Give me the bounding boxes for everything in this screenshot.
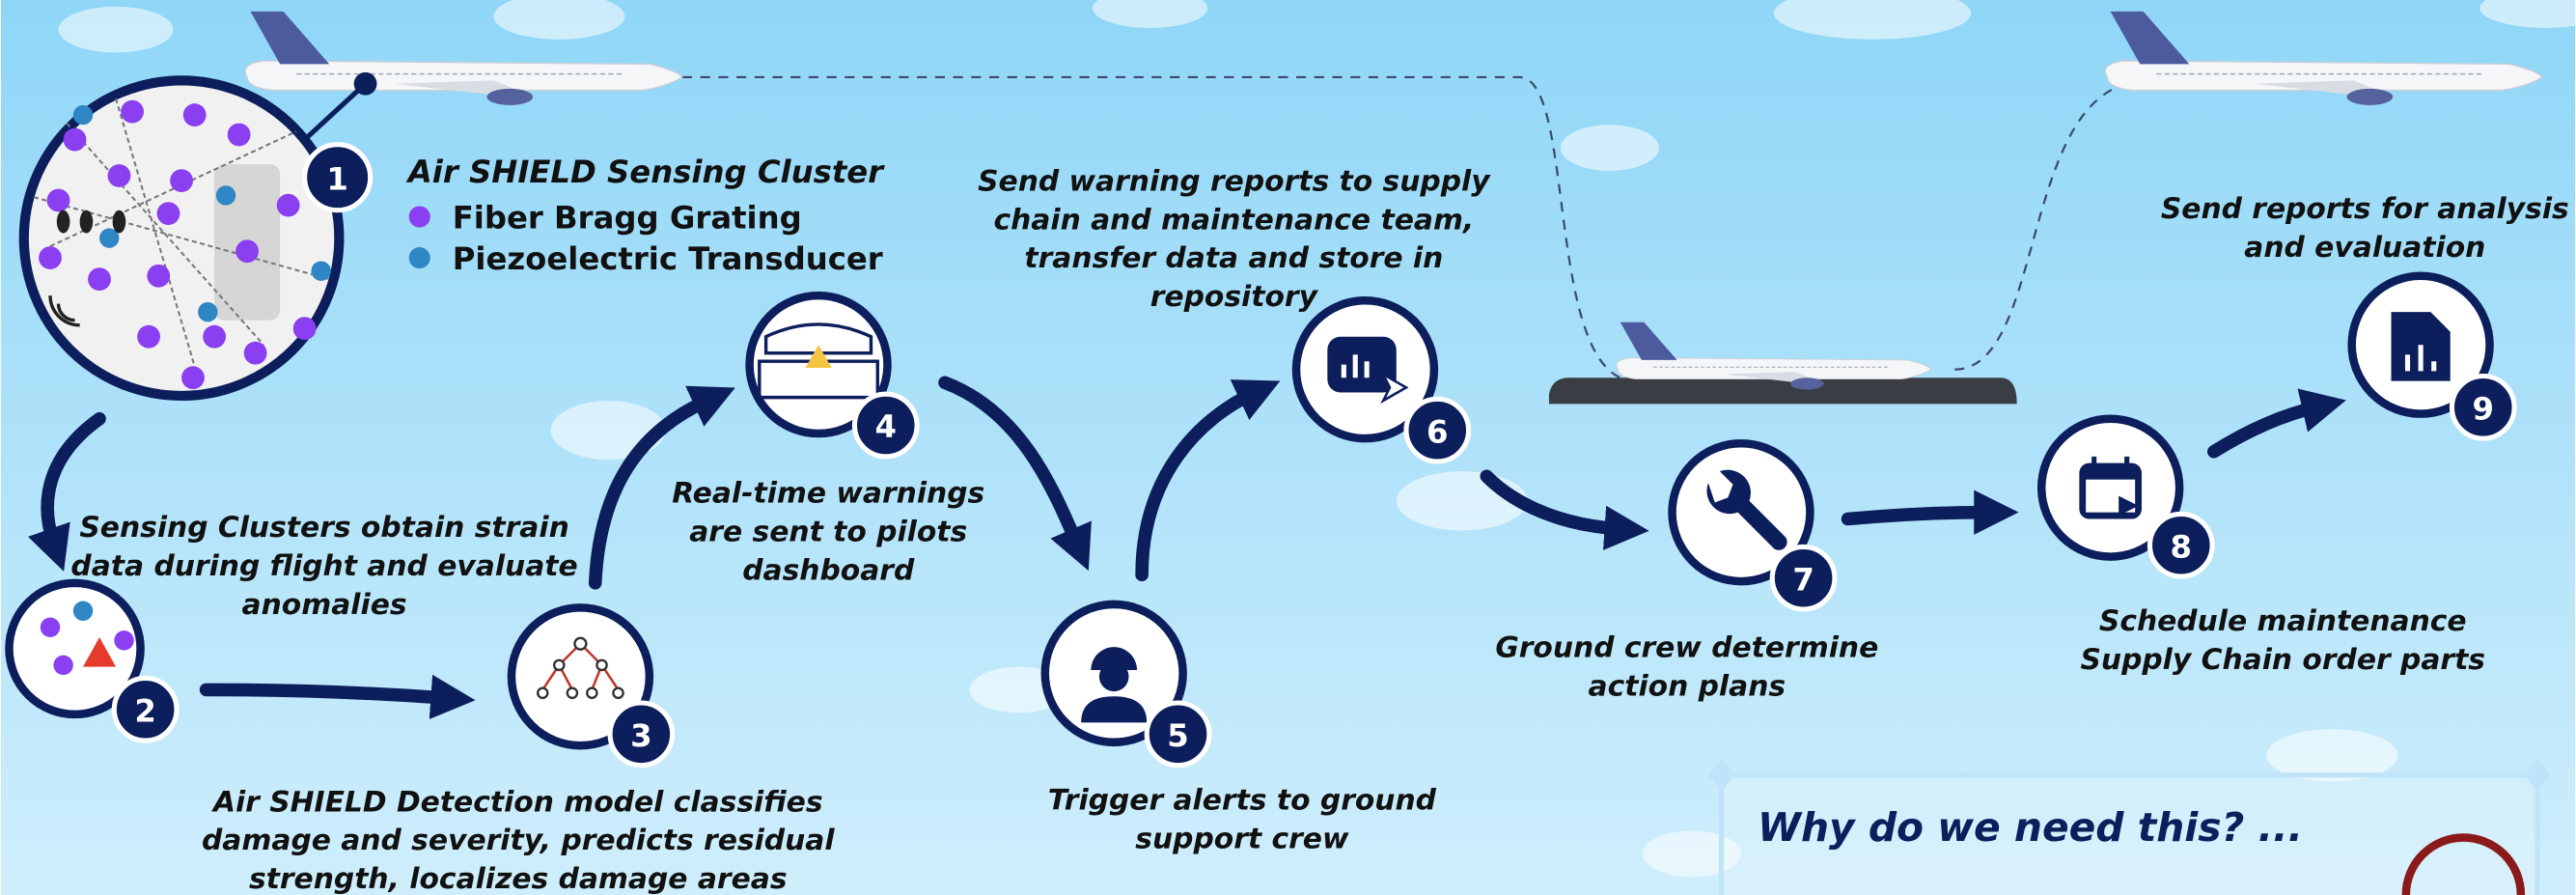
step-number: 6 [1426, 413, 1448, 450]
step-caption: chain and maintenance team, [993, 203, 1474, 237]
step-number: 1 [326, 160, 347, 197]
cluster-detail [24, 80, 340, 396]
step-number: 3 [630, 717, 651, 754]
step-caption: dashboard [742, 553, 915, 587]
runway [1549, 378, 2017, 404]
step-number: 4 [875, 408, 897, 445]
step-caption: Send warning reports to supply [978, 164, 1491, 198]
step-number: 7 [1792, 561, 1814, 598]
step-number: 8 [2171, 528, 2192, 565]
step-number: 2 [134, 692, 155, 729]
step-caption: Supply Chain order parts [2080, 643, 2485, 677]
step-caption: are sent to pilots [689, 515, 967, 548]
step-caption: Trigger alerts to ground [1048, 784, 1437, 818]
step-caption: Real-time warnings [672, 476, 984, 510]
info-panel: Why do we need this? ... [1708, 759, 2551, 895]
step-caption: anomalies [242, 588, 407, 622]
legend-label: Fiber Bragg Grating [453, 199, 802, 236]
step-caption: Sensing Clusters obtain strain [79, 511, 568, 545]
panel-title: Why do we need this? ... [1758, 804, 2303, 851]
step-caption: Air SHIELD Detection model classifies [211, 785, 823, 819]
step-caption: support crew [1135, 823, 1349, 856]
background [1, 0, 2575, 895]
step-number: 5 [1167, 717, 1188, 754]
step-caption: Send reports for analysis [2161, 192, 2569, 226]
cluster-title: Air SHIELD Sensing Cluster [405, 154, 885, 190]
infographic: Air SHIELD Sensing Cluster Fiber Bragg G… [0, 0, 2576, 895]
step-number: 9 [2473, 391, 2494, 428]
step-caption: repository [1150, 280, 1319, 314]
step-icon [1327, 337, 1406, 401]
step-caption: Ground crew determine [1495, 630, 1878, 664]
step-caption: strength, localizes damage areas [249, 862, 788, 895]
step-caption: transfer data and store in [1024, 241, 1443, 275]
step-caption: damage and severity, predicts residual [202, 824, 835, 857]
legend-label: Piezoelectric Transducer [453, 240, 883, 277]
step-caption: Schedule maintenance [2099, 604, 2467, 638]
step-caption: data during flight and evaluate [70, 549, 577, 583]
step-caption: and evaluation [2244, 231, 2485, 265]
step-icon [2079, 457, 2142, 519]
sensor-point [354, 72, 377, 96]
legend-dot [409, 206, 430, 227]
legend-dot [409, 247, 430, 268]
step-caption: action plans [1589, 669, 1787, 703]
